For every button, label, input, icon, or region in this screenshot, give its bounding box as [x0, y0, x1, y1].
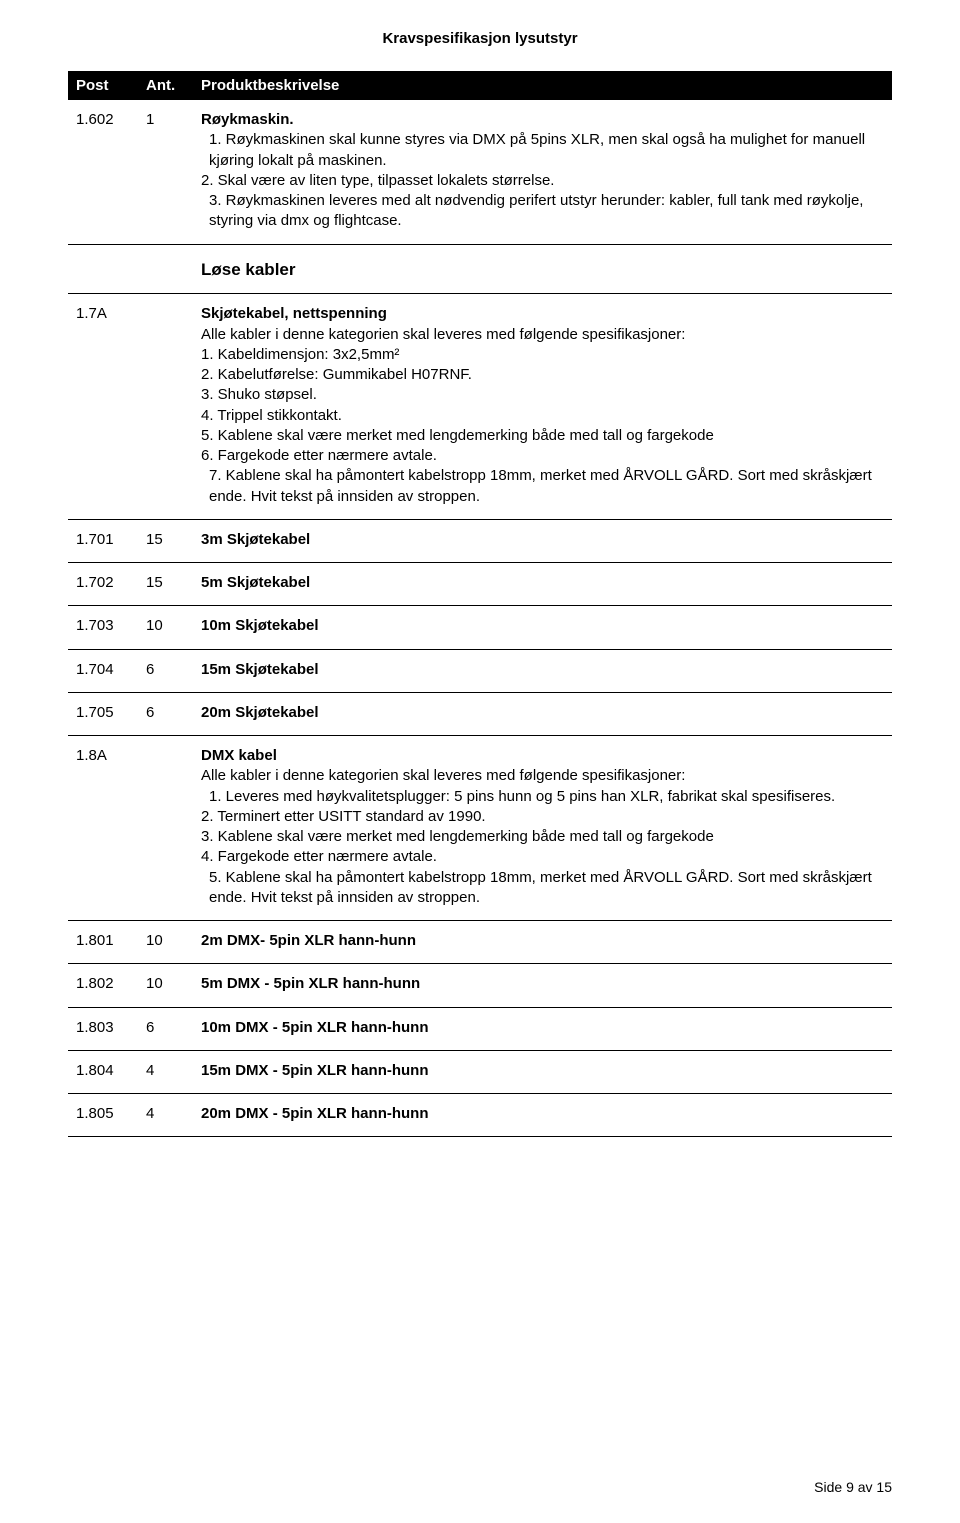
cell-ant: [138, 244, 193, 294]
cell-ant: 4: [138, 1094, 193, 1137]
spec-line: 2. Terminert etter USITT standard av 199…: [201, 807, 884, 827]
table-row: 1.803 6 10m DMX - 5pin XLR hann-hunn: [68, 1007, 892, 1050]
table-row: 1.8A DMX kabel Alle kabler i denne kateg…: [68, 736, 892, 921]
cell-ant: 10: [138, 921, 193, 964]
row-title: Røykmaskin.: [201, 110, 884, 130]
cell-desc: Løse kabler: [193, 244, 892, 294]
cell-desc: 3m Skjøtekabel: [193, 519, 892, 562]
spec-line: 1. Leveres med høykvalitetsplugger: 5 pi…: [201, 787, 884, 807]
spec-line: 7. Kablene skal ha påmontert kabelstropp…: [201, 466, 884, 507]
spec-line: 3. Kablene skal være merket med lengdeme…: [201, 827, 884, 847]
cell-post: 1.804: [68, 1050, 138, 1093]
cell-ant: 15: [138, 563, 193, 606]
row-title: Skjøtekabel, nettspenning: [201, 304, 884, 324]
cell-post: 1.705: [68, 692, 138, 735]
cell-post: 1.805: [68, 1094, 138, 1137]
cell-ant: 4: [138, 1050, 193, 1093]
cell-post: 1.801: [68, 921, 138, 964]
spec-line: 4. Fargekode etter nærmere avtale.: [201, 847, 884, 867]
header-post: Post: [68, 71, 138, 100]
table-row: 1.805 4 20m DMX - 5pin XLR hann-hunn: [68, 1094, 892, 1137]
cell-post: 1.803: [68, 1007, 138, 1050]
cell-post: [68, 244, 138, 294]
cell-post: 1.7A: [68, 294, 138, 520]
cell-desc: 15m DMX - 5pin XLR hann-hunn: [193, 1050, 892, 1093]
cell-desc: 10m Skjøtekabel: [193, 606, 892, 649]
spec-line: 5. Kablene skal ha påmontert kabelstropp…: [201, 868, 884, 909]
table-row: 1.804 4 15m DMX - 5pin XLR hann-hunn: [68, 1050, 892, 1093]
cell-ant: 6: [138, 1007, 193, 1050]
cell-desc: 15m Skjøtekabel: [193, 649, 892, 692]
cell-post: 1.802: [68, 964, 138, 1007]
spec-line: 3. Shuko støpsel.: [201, 385, 884, 405]
spec-lead: Alle kabler i denne kategorien skal leve…: [201, 325, 884, 345]
spec-line: 3. Røykmaskinen leveres med alt nødvendi…: [201, 191, 884, 232]
cell-ant: 10: [138, 606, 193, 649]
page-footer: Side 9 av 15: [814, 1479, 892, 1495]
spec-line: 1. Røykmaskinen skal kunne styres via DM…: [201, 130, 884, 171]
spec-line: 1. Kabeldimensjon: 3x2,5mm²: [201, 345, 884, 365]
cell-post: 1.602: [68, 100, 138, 244]
table-row: 1.701 15 3m Skjøtekabel: [68, 519, 892, 562]
spec-line: 4. Trippel stikkontakt.: [201, 406, 884, 426]
spec-line: 6. Fargekode etter nærmere avtale.: [201, 446, 884, 466]
cell-desc: 5m Skjøtekabel: [193, 563, 892, 606]
spec-line: 5. Kablene skal være merket med lengdeme…: [201, 426, 884, 446]
table-row: 1.704 6 15m Skjøtekabel: [68, 649, 892, 692]
cell-ant: [138, 294, 193, 520]
cell-post: 1.702: [68, 563, 138, 606]
row-title: DMX kabel: [201, 746, 884, 766]
cell-ant: 6: [138, 692, 193, 735]
table-row: 1.705 6 20m Skjøtekabel: [68, 692, 892, 735]
page-container: Kravspesifikasjon lysutstyr Post Ant. Pr…: [0, 0, 960, 1523]
cell-desc: DMX kabel Alle kabler i denne kategorien…: [193, 736, 892, 921]
cell-desc: 10m DMX - 5pin XLR hann-hunn: [193, 1007, 892, 1050]
doc-title: Kravspesifikasjon lysutstyr: [68, 30, 892, 47]
cell-desc: 20m Skjøtekabel: [193, 692, 892, 735]
table-row: 1.602 1 Røykmaskin. 1. Røykmaskinen skal…: [68, 100, 892, 244]
table-row: 1.703 10 10m Skjøtekabel: [68, 606, 892, 649]
header-desc: Produktbeskrivelse: [193, 71, 892, 100]
section-row: Løse kabler: [68, 244, 892, 294]
table-row: 1.7A Skjøtekabel, nettspenning Alle kabl…: [68, 294, 892, 520]
table-header-row: Post Ant. Produktbeskrivelse: [68, 71, 892, 100]
cell-ant: 15: [138, 519, 193, 562]
header-ant: Ant.: [138, 71, 193, 100]
cell-ant: 6: [138, 649, 193, 692]
cell-post: 1.701: [68, 519, 138, 562]
spec-line: 2. Skal være av liten type, tilpasset lo…: [201, 171, 884, 191]
table-row: 1.702 15 5m Skjøtekabel: [68, 563, 892, 606]
cell-post: 1.703: [68, 606, 138, 649]
cell-post: 1.8A: [68, 736, 138, 921]
cell-ant: 1: [138, 100, 193, 244]
cell-desc: 20m DMX - 5pin XLR hann-hunn: [193, 1094, 892, 1137]
cell-post: 1.704: [68, 649, 138, 692]
spec-lead: Alle kabler i denne kategorien skal leve…: [201, 766, 884, 786]
table-row: 1.802 10 5m DMX - 5pin XLR hann-hunn: [68, 964, 892, 1007]
spec-line: 2. Kabelutførelse: Gummikabel H07RNF.: [201, 365, 884, 385]
cell-desc: Skjøtekabel, nettspenning Alle kabler i …: [193, 294, 892, 520]
cell-desc: Røykmaskin. 1. Røykmaskinen skal kunne s…: [193, 100, 892, 244]
section-heading: Løse kabler: [201, 255, 884, 282]
spec-table: Post Ant. Produktbeskrivelse 1.602 1 Røy…: [68, 71, 892, 1137]
cell-ant: [138, 736, 193, 921]
cell-desc: 5m DMX - 5pin XLR hann-hunn: [193, 964, 892, 1007]
cell-ant: 10: [138, 964, 193, 1007]
cell-desc: 2m DMX- 5pin XLR hann-hunn: [193, 921, 892, 964]
table-row: 1.801 10 2m DMX- 5pin XLR hann-hunn: [68, 921, 892, 964]
